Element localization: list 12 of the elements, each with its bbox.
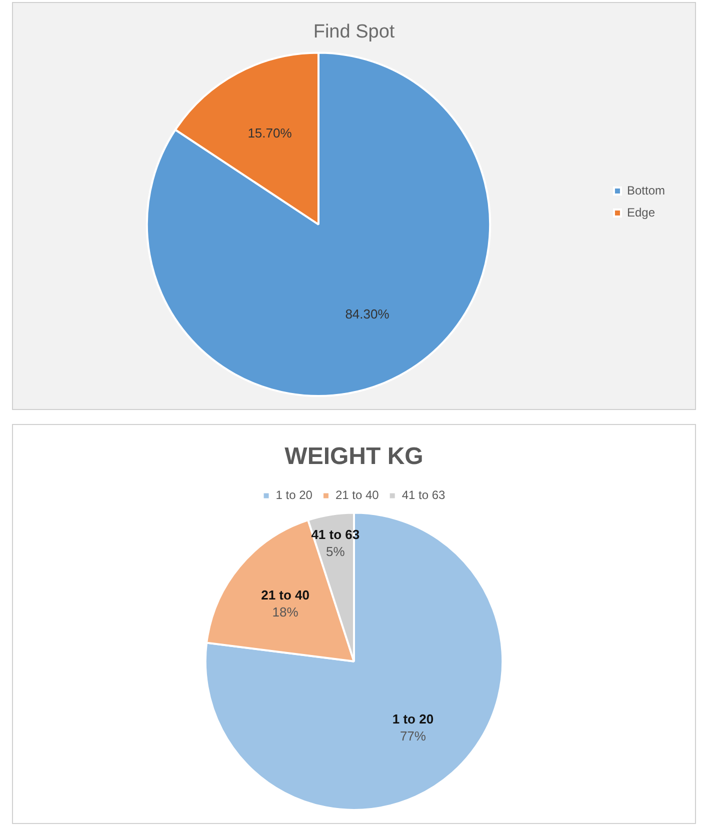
legend-label: Bottom bbox=[626, 183, 666, 198]
data-label: 15.70% bbox=[248, 125, 292, 140]
legend-label: 1 to 20 bbox=[276, 488, 313, 502]
chart-title: Find Spot bbox=[313, 22, 396, 43]
chart-title: WEIGHT KG bbox=[284, 443, 424, 470]
data-label: 41 to 63 5% bbox=[311, 527, 360, 560]
legend-label: 41 to 63 bbox=[402, 488, 446, 502]
legend-label: 21 to 40 bbox=[335, 488, 380, 502]
data-label: 21 to 40 18% bbox=[261, 588, 310, 620]
data-label: 1 to 20 77% bbox=[392, 711, 434, 744]
data-label: 84.30% bbox=[345, 306, 390, 322]
legend-label: Edge bbox=[626, 205, 656, 220]
